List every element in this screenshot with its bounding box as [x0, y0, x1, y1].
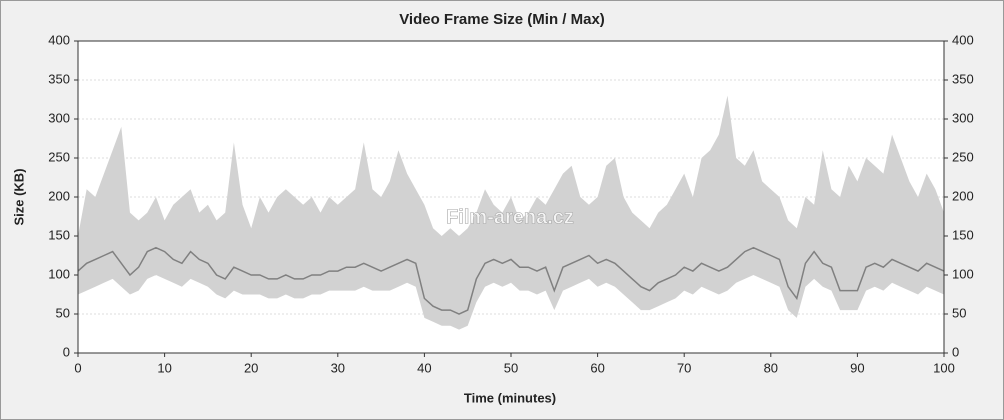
x-tick-label: 80 [764, 360, 778, 375]
y2-tick-label: 300 [952, 110, 974, 125]
y2-tick-label: 100 [952, 266, 974, 281]
y2-tick-label: 200 [952, 188, 974, 203]
y2-tick-label: 400 [952, 32, 974, 47]
x-tick-label: 50 [504, 360, 518, 375]
y2-tick-label: 0 [952, 344, 959, 359]
x-axis-label: Time (minutes) [464, 390, 556, 405]
plot-border [77, 40, 945, 354]
y-tick-label: 0 [63, 344, 70, 359]
x-tick-label: 70 [677, 360, 691, 375]
min-line [77, 246, 945, 315]
y2-tick-label: 150 [952, 227, 974, 242]
y2-tick-label: 350 [952, 71, 974, 86]
y2-tick-label: 50 [952, 305, 966, 320]
max-band [78, 95, 944, 330]
x-tick-label: 20 [244, 360, 258, 375]
y2-tick-label: 250 [952, 149, 974, 164]
y-tick-label: 300 [48, 110, 70, 125]
y-tick-label: 250 [48, 149, 70, 164]
y-tick-label: 200 [48, 188, 70, 203]
x-tick-label: 0 [74, 360, 81, 375]
y-tick-label: 400 [48, 32, 70, 47]
y-axis-label: Size (KB) [11, 168, 26, 225]
chart-title: Video Frame Size (Min / Max) [399, 11, 605, 28]
watermark: Film-arena.cz [446, 206, 574, 228]
x-tick-label: 10 [157, 360, 171, 375]
y-tick-label: 100 [48, 266, 70, 281]
y-tick-label: 150 [48, 227, 70, 242]
x-tick-label: 90 [850, 360, 864, 375]
x-tick-label: 60 [590, 360, 604, 375]
y-tick-label: 50 [56, 305, 70, 320]
x-tick-label: 40 [417, 360, 431, 375]
x-tick-label: 30 [331, 360, 345, 375]
y-tick-label: 350 [48, 71, 70, 86]
x-tick-label: 100 [933, 360, 955, 375]
